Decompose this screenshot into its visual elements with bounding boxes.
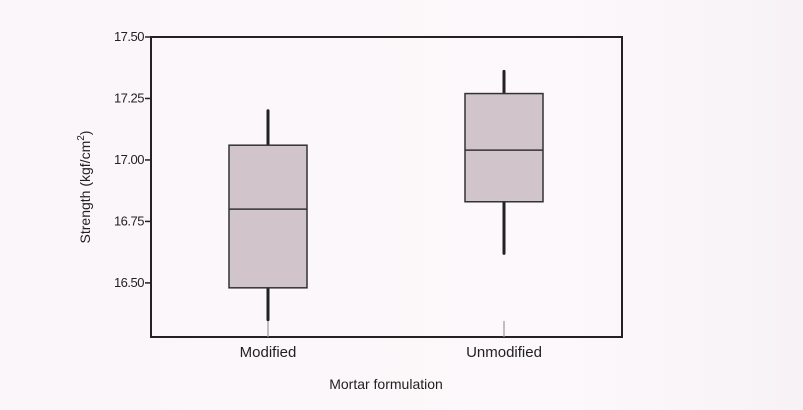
x-axis-title: Mortar formulation xyxy=(329,376,443,392)
x-tick-label: Unmodified xyxy=(466,344,542,361)
y-axis-ticks: 16.50 16.75 17.00 17.25 17.50 xyxy=(114,29,151,290)
y-axis-title-superscript: 2 xyxy=(76,135,87,141)
x-tick-label: Modified xyxy=(240,344,297,361)
x-axis-ticks: Modified Unmodified xyxy=(240,321,542,361)
y-tick-label: 17.50 xyxy=(114,29,144,44)
y-tick-label: 16.50 xyxy=(114,275,144,290)
y-tick-label: 16.75 xyxy=(114,213,144,228)
interquartile-box xyxy=(228,144,308,289)
y-axis-title-main: Strength (kgf/cm xyxy=(77,141,93,244)
box-unmodified xyxy=(464,69,544,255)
interquartile-box xyxy=(464,92,544,203)
y-axis-title: Strength (kgf/cm2) xyxy=(76,131,93,244)
plot-frame xyxy=(150,36,623,338)
y-tick-label: 17.00 xyxy=(114,152,144,167)
y-tick-label: 17.25 xyxy=(114,90,144,105)
y-axis-title-end: ) xyxy=(77,131,93,136)
box-modified xyxy=(228,109,308,322)
box-series xyxy=(228,69,544,322)
